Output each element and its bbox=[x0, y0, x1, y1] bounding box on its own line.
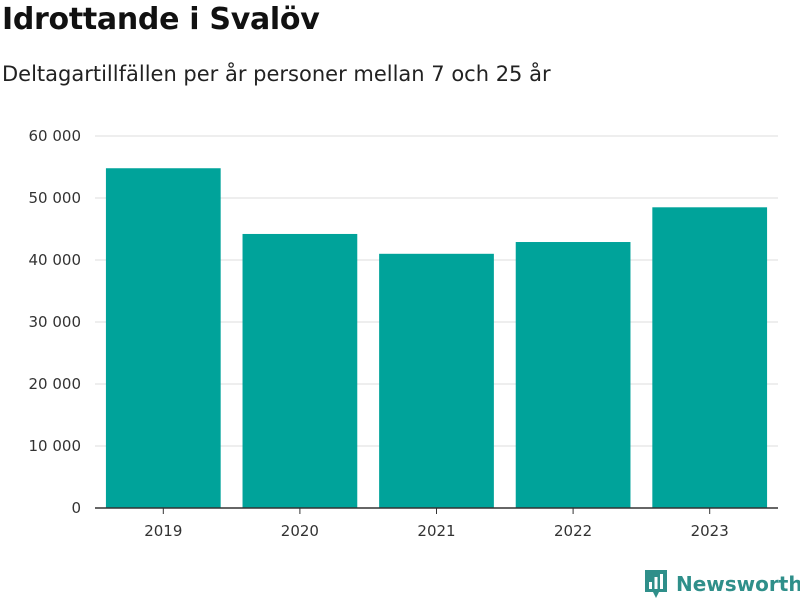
y-tick-label: 10 000 bbox=[29, 437, 82, 455]
newsworthy-logo: Newsworthy bbox=[644, 568, 800, 600]
bar-2020 bbox=[242, 233, 358, 508]
chart-subtitle: Deltagartillfällen per år personer mella… bbox=[2, 62, 551, 86]
y-tick-label: 20 000 bbox=[29, 375, 82, 393]
y-tick-label: 30 000 bbox=[29, 313, 82, 331]
bar-2022 bbox=[515, 242, 631, 508]
bar-chart-badge-icon bbox=[645, 570, 667, 598]
brand-name: Newsworthy bbox=[676, 572, 800, 596]
x-tick-label: 2023 bbox=[691, 522, 729, 540]
x-tick-label: 2022 bbox=[554, 522, 592, 540]
x-tick-label: 2019 bbox=[144, 522, 182, 540]
bar-2021 bbox=[379, 253, 494, 508]
y-tick-label: 60 000 bbox=[29, 127, 82, 145]
x-tick-label: 2020 bbox=[281, 522, 319, 540]
bar-2023 bbox=[652, 207, 768, 509]
x-tick-label: 2021 bbox=[417, 522, 455, 540]
y-tick-label: 0 bbox=[71, 499, 81, 517]
bar-2019 bbox=[105, 168, 221, 509]
chart-title: Idrottande i Svalöv bbox=[2, 2, 320, 37]
y-tick-label: 50 000 bbox=[29, 189, 82, 207]
y-tick-label: 40 000 bbox=[29, 251, 82, 269]
